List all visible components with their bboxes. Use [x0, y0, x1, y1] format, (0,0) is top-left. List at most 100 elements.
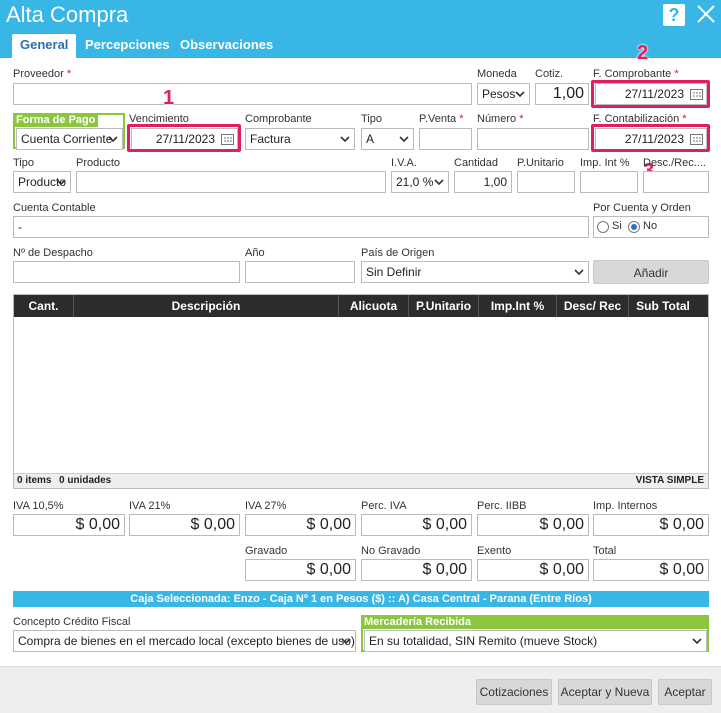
col-impint[interactable]: Imp.Int % — [479, 295, 557, 317]
tab-observaciones[interactable]: Observaciones — [180, 37, 274, 52]
anio-label: Año — [245, 247, 265, 259]
imp-internos-label: Imp. Internos — [593, 500, 658, 512]
moneda-label: Moneda — [477, 68, 517, 80]
cotizaciones-button[interactable]: Cotizaciones — [476, 679, 552, 705]
tipo-label: Tipo — [361, 113, 382, 125]
col-descrec[interactable]: Desc/ Rec — [557, 295, 629, 317]
col-punitario[interactable]: P.Unitario — [409, 295, 479, 317]
pais-select[interactable]: Sin Definir — [361, 261, 589, 283]
iva-label: I.V.A. — [391, 157, 417, 169]
caja-seleccionada-bar: Caja Seleccionada: Enzo - Caja Nº 1 en P… — [13, 591, 709, 607]
aceptar-button[interactable]: Aceptar — [658, 679, 712, 705]
cantidad-label: Cantidad — [454, 157, 499, 169]
f-contabilizacion-label: F. Contabilización * — [593, 113, 687, 125]
chevron-down-icon — [341, 638, 351, 645]
dialog-footer: Cotizaciones Aceptar y Nueva Aceptar — [0, 666, 721, 713]
tab-general[interactable]: General — [12, 34, 77, 58]
producto-input[interactable] — [76, 171, 386, 193]
tab-percepciones[interactable]: Percepciones — [85, 37, 170, 52]
anadir-button[interactable]: Añadir — [593, 260, 709, 284]
chevron-down-icon — [515, 91, 525, 98]
vencimiento-label: Vencimiento — [129, 113, 189, 125]
pventa-input[interactable] — [419, 128, 472, 150]
close-icon[interactable] — [694, 2, 718, 26]
numero-input[interactable] — [477, 128, 589, 150]
cuenta-contable-input[interactable]: - — [13, 216, 589, 238]
no-gravado-value: $ 0,00 — [361, 559, 472, 581]
chevron-down-icon — [108, 136, 118, 143]
annotation-number-1: 1 — [163, 87, 175, 109]
cotiz-input[interactable]: 1,00 — [535, 83, 589, 105]
no-gravado-label: No Gravado — [361, 545, 421, 557]
radio-si[interactable] — [597, 221, 609, 233]
aceptar-nueva-button[interactable]: Aceptar y Nueva — [558, 679, 652, 705]
perc-iva-value: $ 0,00 — [361, 514, 472, 536]
iva105-label: IVA 10,5% — [13, 500, 64, 512]
forma-pago-select[interactable]: Cuenta Corriente — [16, 128, 123, 150]
cotiz-label: Cotiz. — [535, 68, 564, 80]
window-title: Alta Compra — [6, 2, 129, 27]
descrec-label: Desc./Rec.... — [643, 157, 706, 169]
exento-label: Exento — [477, 545, 512, 557]
chevron-down-icon — [434, 179, 444, 186]
chevron-down-icon — [692, 638, 702, 645]
iva105-value: $ 0,00 — [13, 514, 125, 536]
perc-iibb-label: Perc. IIBB — [477, 500, 527, 512]
despacho-input[interactable] — [13, 261, 240, 283]
radio-no[interactable] — [628, 221, 640, 233]
concepto-select[interactable]: Compra de bienes en el mercado local (ex… — [13, 630, 356, 652]
items-table: Cant. Descripción Alicuota P.Unitario Im… — [13, 294, 709, 489]
table-footer: 0 items 0 unidades VISTA SIMPLE — [14, 473, 708, 488]
units-count: 0 unidades — [59, 475, 112, 486]
tipo-comprobante-select[interactable]: A — [361, 128, 414, 150]
highlight-box-2 — [591, 80, 710, 108]
gravado-label: Gravado — [245, 545, 288, 557]
total-value: $ 0,00 — [593, 559, 709, 581]
iva-select[interactable]: 21,0 % — [391, 171, 449, 193]
items-count: 0 items — [17, 475, 52, 486]
calendar-icon[interactable] — [690, 133, 703, 145]
cuenta-contable-label: Cuenta Contable — [13, 202, 96, 214]
comprobante-select[interactable]: Factura — [245, 128, 355, 150]
col-subtotal[interactable]: Sub Total — [636, 299, 690, 313]
impint-input[interactable] — [580, 171, 638, 193]
pais-label: País de Origen — [361, 247, 435, 259]
calendar-icon[interactable] — [690, 88, 703, 100]
total-label: Total — [593, 545, 617, 557]
vista-simple-link[interactable]: VISTA SIMPLE — [635, 475, 704, 486]
perc-iva-label: Perc. IVA — [361, 500, 407, 512]
title-bar: Alta Compra ? General Percepciones Obser… — [0, 0, 721, 58]
f-comprobante-label: F. Comprobante * — [593, 68, 679, 80]
col-alicuota[interactable]: Alicuota — [339, 295, 409, 317]
concepto-label: Concepto Crédito Fiscal — [13, 616, 131, 628]
imp-internos-value: $ 0,00 — [593, 514, 709, 536]
help-button[interactable]: ? — [663, 4, 685, 26]
iva27-label: IVA 27% — [245, 500, 287, 512]
chevron-down-icon — [399, 136, 409, 143]
punitario-input[interactable] — [517, 171, 575, 193]
iva27-value: $ 0,00 — [245, 514, 356, 536]
por-cuenta-label: Por Cuenta y Orden — [593, 202, 691, 214]
iva21-value: $ 0,00 — [129, 514, 240, 536]
perc-iibb-value: $ 0,00 — [477, 514, 589, 536]
chevron-down-icon — [56, 179, 66, 186]
gravado-value: $ 0,00 — [245, 559, 356, 581]
col-descripcion[interactable]: Descripción — [74, 295, 339, 317]
moneda-select[interactable]: Pesos — [477, 83, 530, 105]
anio-input[interactable] — [245, 261, 355, 283]
cantidad-input[interactable]: 1,00 — [454, 171, 512, 193]
f-comprobante-input[interactable]: 27/11/2023 — [595, 83, 707, 105]
highlight-box-3 — [591, 124, 710, 152]
calendar-icon[interactable] — [221, 133, 234, 145]
proveedor-input[interactable] — [13, 83, 472, 105]
descrec-input[interactable] — [643, 171, 709, 193]
mercaderia-select[interactable]: En su totalidad, SIN Remito (mueve Stock… — [364, 630, 707, 652]
chevron-down-icon — [574, 269, 584, 276]
col-cant[interactable]: Cant. — [14, 295, 74, 317]
highlight-box-1 — [127, 124, 241, 152]
impint-label: Imp. Int % — [580, 157, 630, 169]
forma-pago-label: Forma de Pago — [13, 113, 99, 127]
table-header: Cant. Descripción Alicuota P.Unitario Im… — [14, 295, 708, 317]
chevron-down-icon — [340, 136, 350, 143]
tipo-item-select[interactable]: Producto — [13, 171, 71, 193]
